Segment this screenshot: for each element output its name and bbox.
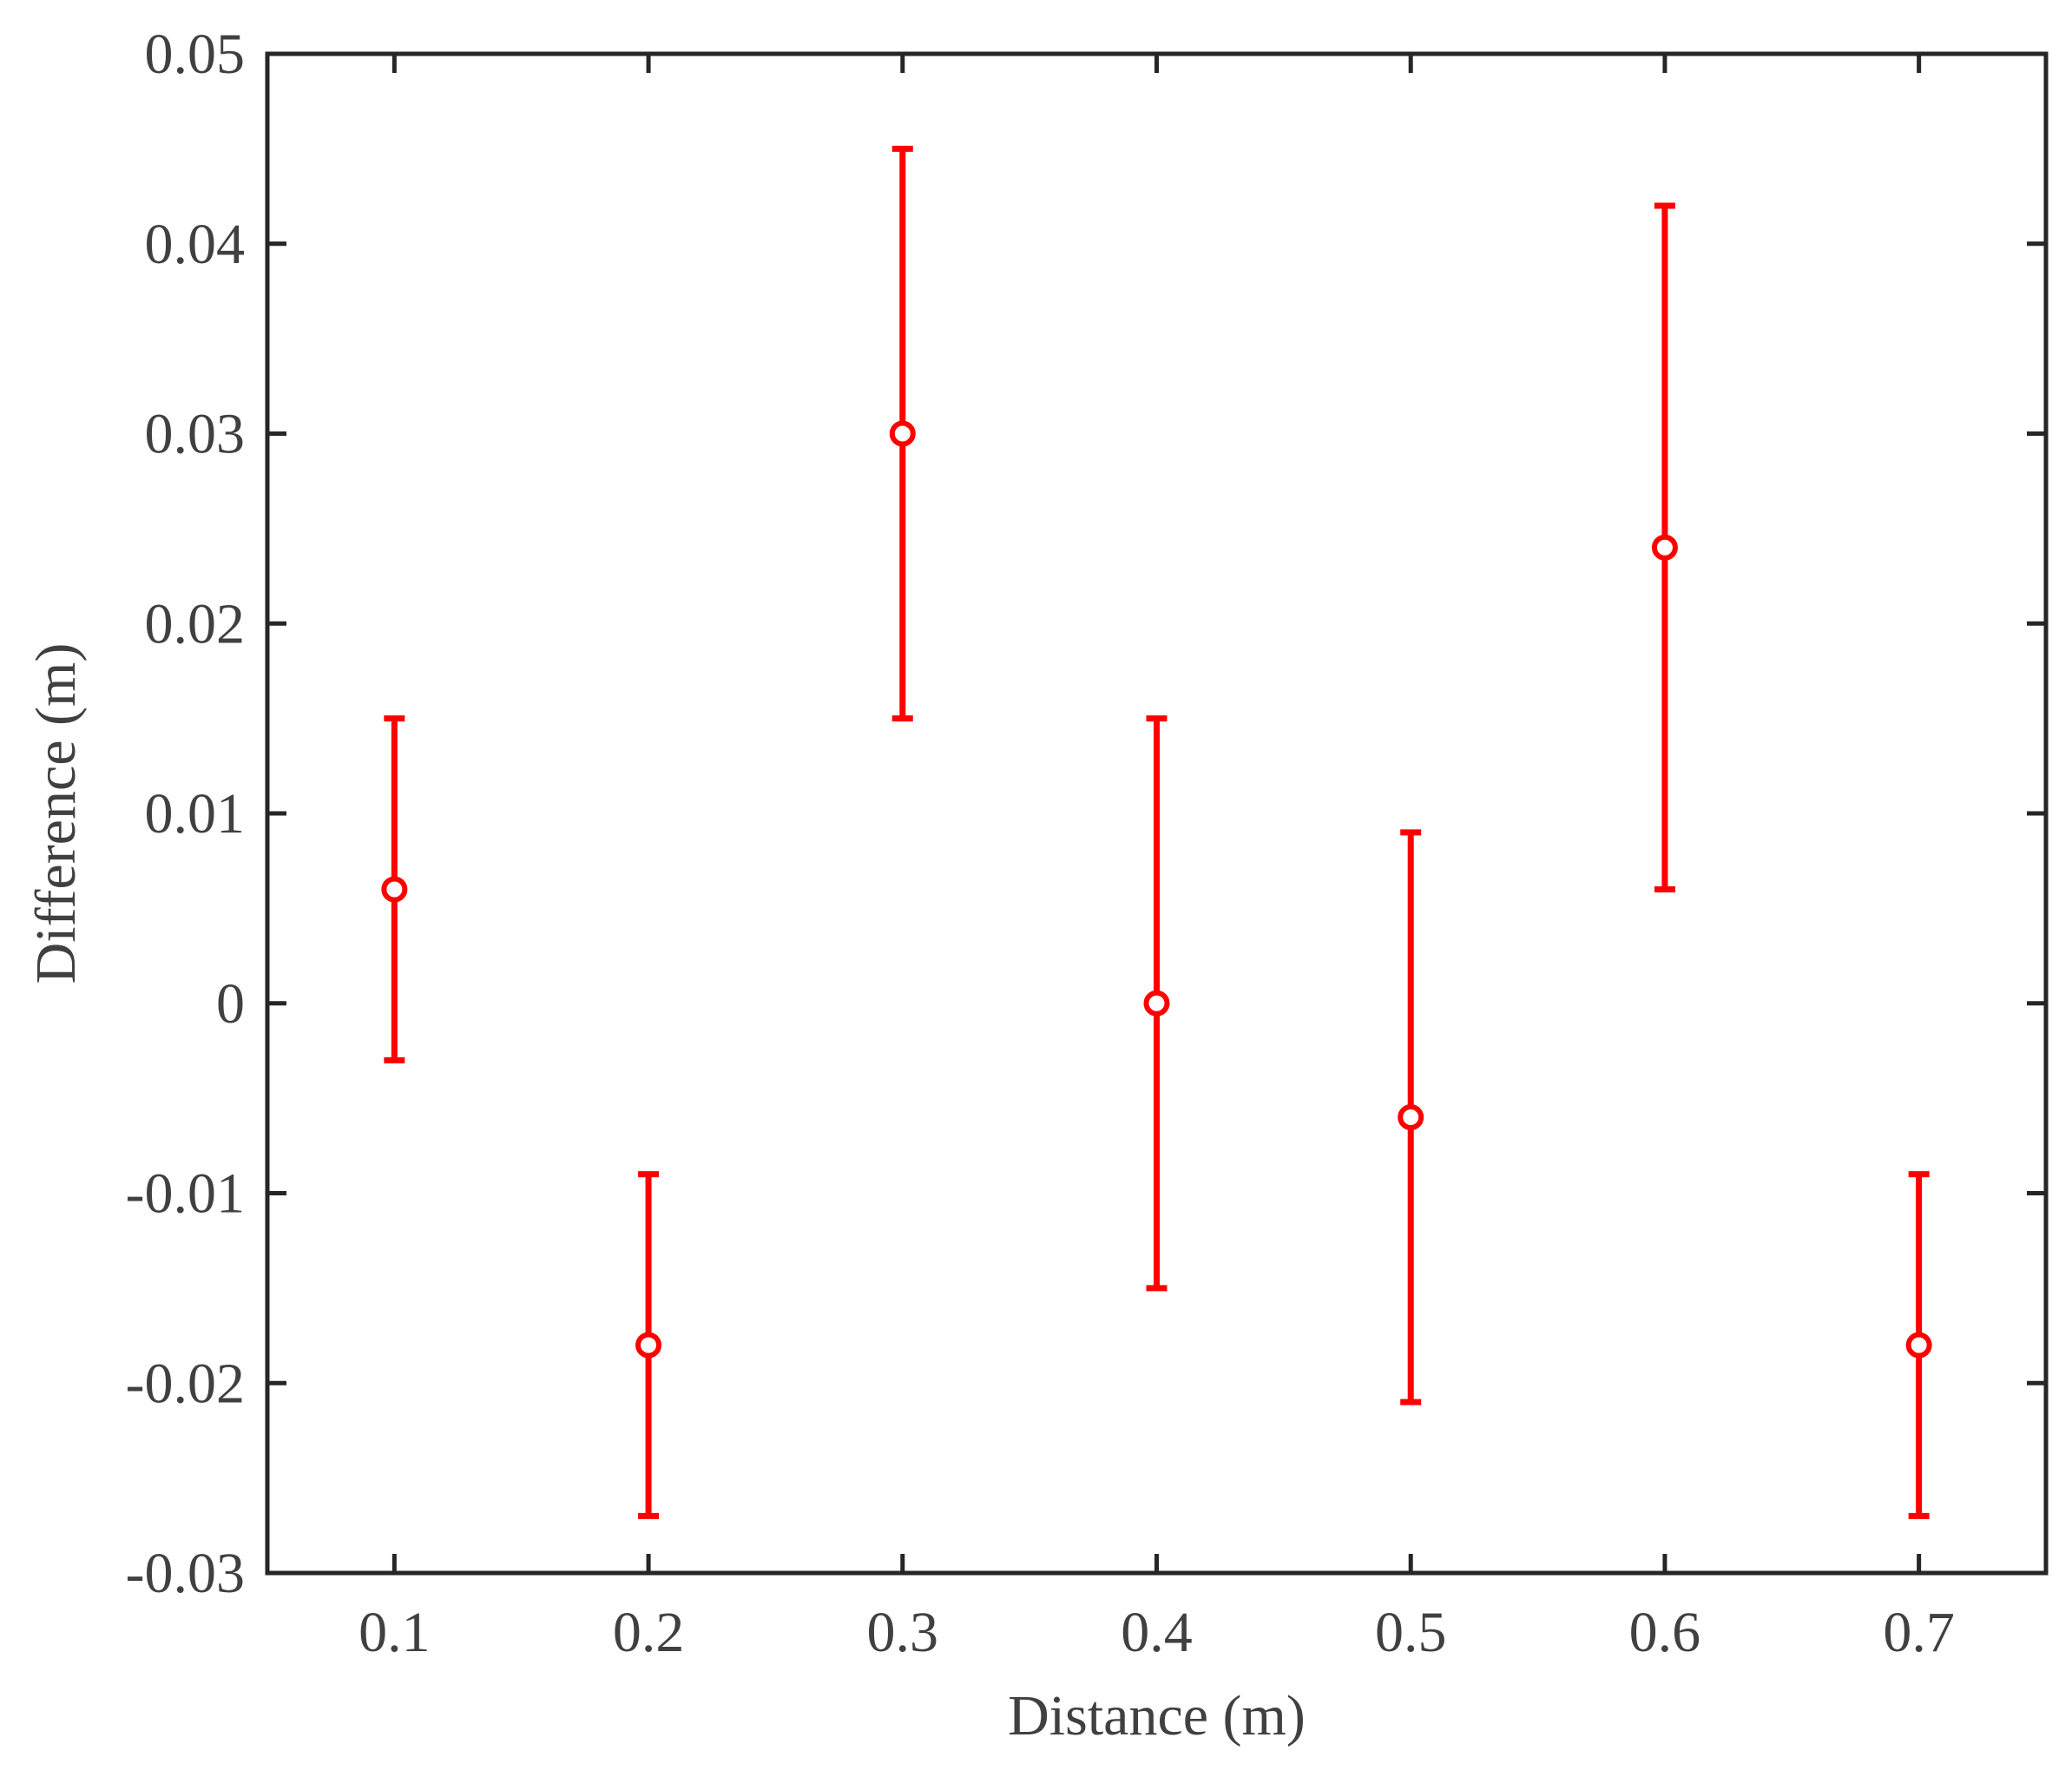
y-tick-labels: -0.03 -0.02 -0.01 0 0.01 0.02 0.03 0.04 0.05 bbox=[126, 23, 245, 1605]
y-axis-label: Difference (m) bbox=[24, 643, 88, 984]
y-tick-label: -0.01 bbox=[126, 1162, 245, 1226]
x-tick-label: 0.5 bbox=[1375, 1601, 1447, 1664]
x-tick-label: 0.4 bbox=[1121, 1601, 1193, 1664]
y-tick-label: 0 bbox=[216, 972, 245, 1036]
data-point bbox=[381, 876, 408, 903]
y-tick-label: 0.03 bbox=[145, 403, 246, 466]
data-point bbox=[889, 420, 916, 447]
data-point bbox=[1905, 1332, 1932, 1359]
x-tick-label: 0.1 bbox=[358, 1601, 431, 1664]
data-point bbox=[635, 1332, 662, 1359]
y-tick-label: -0.03 bbox=[126, 1542, 245, 1605]
y-tick-label: 0.02 bbox=[145, 592, 246, 655]
x-tick-label: 0.7 bbox=[1883, 1601, 1955, 1664]
y-tick-label: -0.02 bbox=[126, 1352, 245, 1415]
y-tick-label: 0.04 bbox=[145, 213, 246, 276]
y-tick-label: 0.01 bbox=[145, 782, 246, 846]
x-tick-labels: 0.1 0.2 0.3 0.4 0.5 0.6 0.7 bbox=[358, 1601, 1955, 1664]
data-point bbox=[1398, 1104, 1424, 1130]
x-tick-label: 0.2 bbox=[613, 1601, 685, 1664]
x-tick-label: 0.6 bbox=[1629, 1601, 1701, 1664]
data-point bbox=[1143, 990, 1170, 1017]
x-axis-label: Distance (m) bbox=[1008, 1684, 1306, 1747]
data-point bbox=[1651, 534, 1678, 561]
y-tick-label: 0.05 bbox=[145, 23, 246, 86]
data-marks bbox=[381, 145, 1932, 1519]
x-tick-label: 0.3 bbox=[867, 1601, 939, 1664]
axis-ticks bbox=[267, 51, 2046, 1576]
